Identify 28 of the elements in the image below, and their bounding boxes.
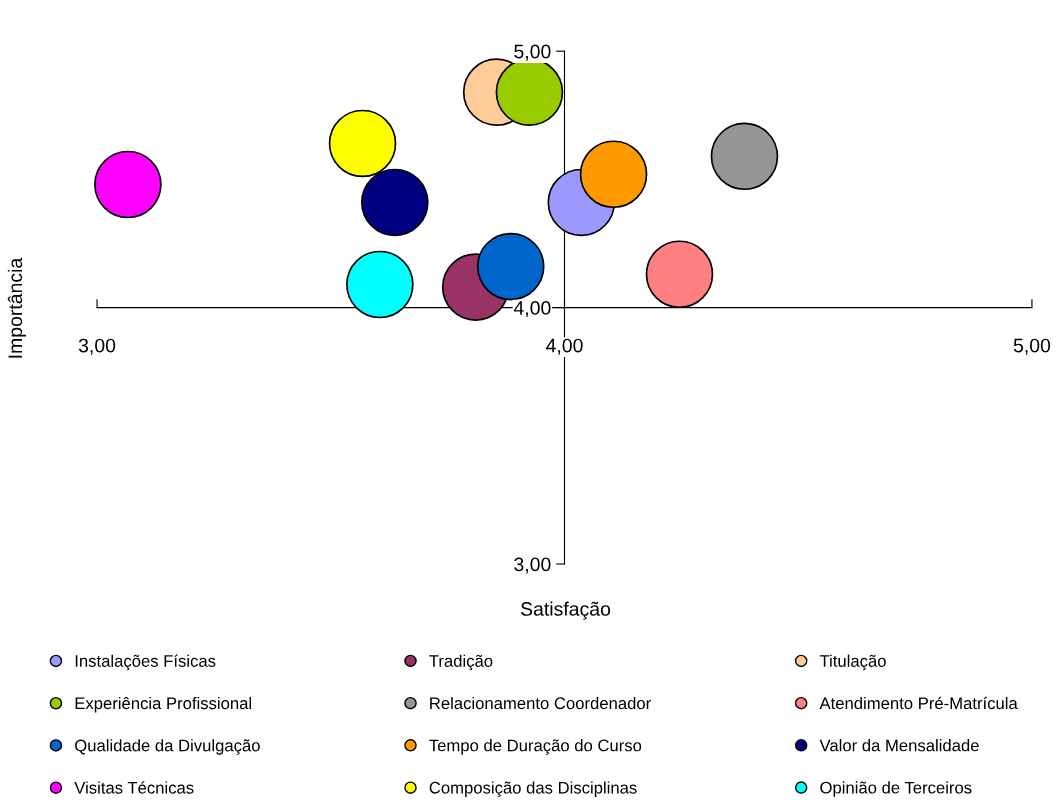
point: [645, 240, 714, 309]
legend-label: Composição das Disciplinas: [429, 781, 637, 797]
point: [346, 250, 414, 319]
x-tick-label: 5,00: [1013, 338, 1051, 355]
y-tick-label: 5,00: [514, 44, 551, 61]
legend-label: Tradição: [429, 654, 493, 671]
x-tick-label: 3,00: [78, 338, 116, 355]
legend-label: Tempo de Duração do Curso: [429, 739, 642, 755]
y-axis-title: Importância: [7, 257, 27, 358]
legend-label: Visitas Técnicas: [74, 781, 194, 794]
x-tick-label: 4,00: [546, 338, 583, 355]
point: [476, 232, 545, 301]
point: [710, 122, 779, 191]
point: [360, 168, 429, 237]
legend-label: Valor da Mensalidade: [819, 739, 979, 752]
point: [94, 150, 162, 219]
x-axis-title: Satisfação: [520, 601, 611, 620]
legend-label: Qualidade da Divulgação: [75, 739, 260, 755]
y-tick-label: 3,00: [514, 557, 551, 574]
legend-label: Instalações Físicas: [75, 654, 216, 671]
legend-label: Titulação: [819, 654, 886, 671]
legend-label: Opinião de Terceiros: [820, 781, 972, 797]
legend-label: Experiência Profissional: [75, 696, 252, 713]
y-tick-label: 4,00: [513, 301, 551, 318]
legend-label: Relacionamento Coordenador: [430, 696, 651, 710]
legend-label: Atendimento Pré-Matrícula: [819, 696, 1018, 710]
point: [328, 109, 397, 178]
point: [579, 140, 648, 209]
